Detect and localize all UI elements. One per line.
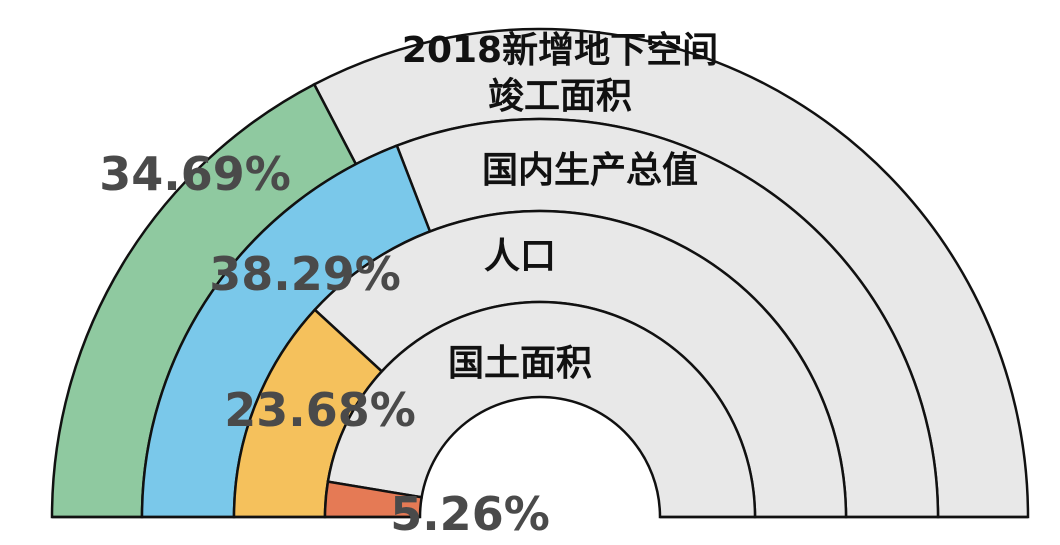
ring-layer — [50, 27, 1030, 519]
ring-4-value-label: 5.26% — [390, 487, 550, 541]
ring-4-category-line: 国土面积 — [448, 343, 592, 384]
ring-4-category-label: 国土面积 — [448, 343, 592, 384]
ring-4-remainder-arc — [326, 300, 757, 519]
ring-3-category-line: 人口 — [484, 236, 556, 277]
label-layer: 2018新增地下空间竣工面积 34.69% 国内生产总值 38.29% 人口 23.68%… — [99, 30, 718, 541]
ring-3-value-label: 23.68% — [224, 383, 416, 437]
ring-1-category-line: 2018新增地下空间 — [402, 30, 718, 71]
ring-2-category-label: 国内生产总值 — [482, 150, 698, 191]
ring-1-category-label: 2018新增地下空间竣工面积 — [402, 30, 718, 117]
ring-2-value-label: 38.29% — [209, 247, 401, 301]
ring-2-category-line: 国内生产总值 — [482, 150, 698, 191]
ring-1-value-label: 34.69% — [99, 147, 291, 201]
ring-3-category-label: 人口 — [484, 236, 556, 277]
ring-1-category-line: 竣工面积 — [488, 76, 632, 117]
